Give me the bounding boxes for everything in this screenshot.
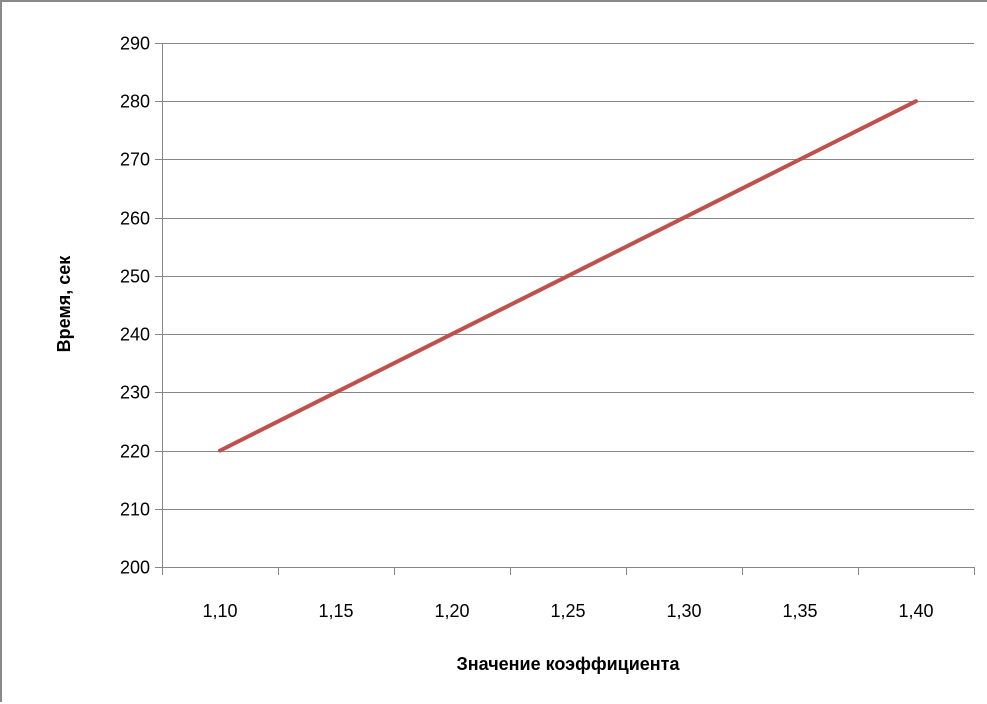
x-tick-label: 1,20 xyxy=(434,601,469,621)
y-tick-label: 210 xyxy=(120,500,150,520)
x-tick-label: 1,25 xyxy=(550,601,585,621)
x-tick-label: 1,15 xyxy=(318,601,353,621)
y-tick-label: 220 xyxy=(120,442,150,462)
y-tick-label: 250 xyxy=(120,267,150,287)
series xyxy=(218,99,918,453)
x-axis-title: Значение коэффициента xyxy=(457,654,681,674)
y-tick-label: 280 xyxy=(120,92,150,112)
tick-labels: 200 210 220 230 240 250 260 270 280 290 1,10 1,15 1,… xyxy=(120,34,934,622)
y-tick-label: 270 xyxy=(120,150,150,170)
y-tick-label: 290 xyxy=(120,34,150,54)
y-tick-label: 260 xyxy=(120,209,150,229)
y-tick-label: 200 xyxy=(120,558,150,578)
x-tick-label: 1,40 xyxy=(898,601,933,621)
x-tick-label: 1,35 xyxy=(782,601,817,621)
axes xyxy=(155,43,975,575)
y-axis-title: Время, сек xyxy=(54,255,74,353)
y-tick-label: 240 xyxy=(120,325,150,345)
x-tick-label: 1,30 xyxy=(666,601,701,621)
y-tick-label: 230 xyxy=(120,383,150,403)
x-tick-label: 1,10 xyxy=(202,601,237,621)
series-line xyxy=(218,99,918,453)
